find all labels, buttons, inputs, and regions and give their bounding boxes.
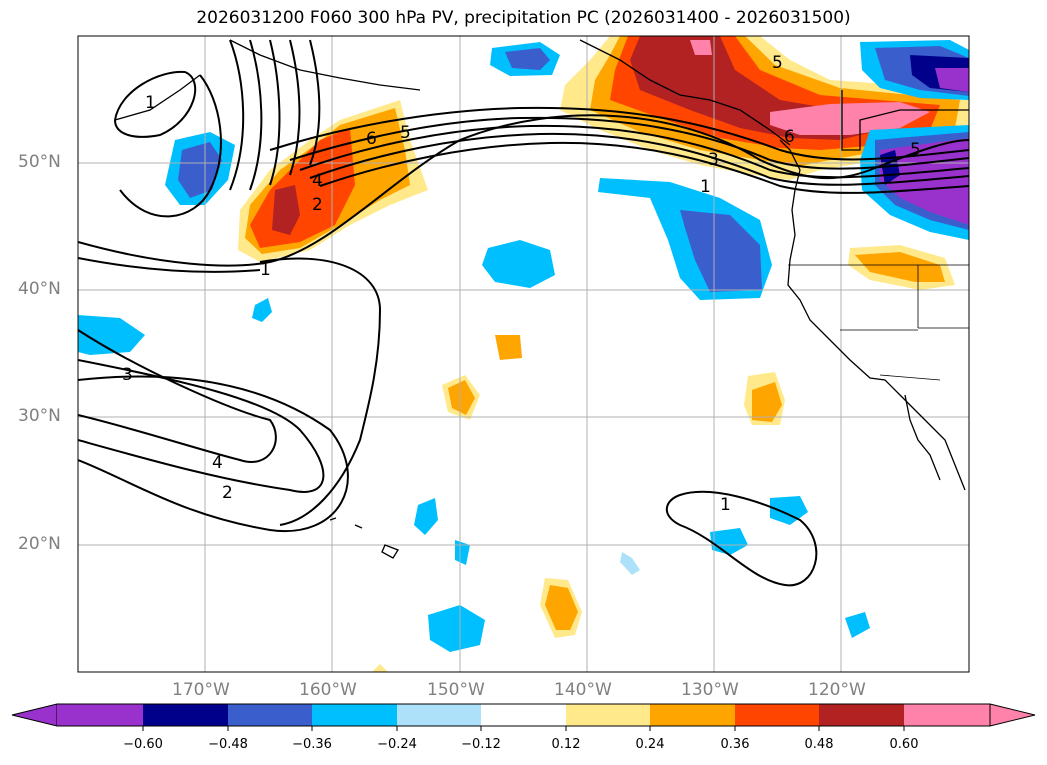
colorbar-tick-label: 0.48	[804, 737, 834, 752]
pv-label-2-jet: 2	[312, 195, 323, 215]
colorbar-extend-low	[11, 703, 58, 727]
lat-label-20n: 20°N	[18, 534, 61, 554]
pv-label-5-jet: 5	[400, 123, 411, 143]
lon-label-140w: 140°W	[554, 680, 612, 700]
colorbar-tick-label: 0.12	[551, 737, 581, 752]
lon-label-170w: 170°W	[172, 680, 230, 700]
map-frame	[77, 35, 970, 673]
pv-contour-labels: 1 1 1 1 2 2 3 3 4 4 5 5 5 6 6	[122, 53, 921, 515]
pv-label-1-east: 1	[700, 177, 711, 197]
pv-label-1-south: 1	[720, 495, 731, 515]
pv-label-2-south: 2	[222, 483, 233, 503]
graticule	[78, 36, 969, 672]
map-title: 2026031200 F060 300 hPa PV, precipitatio…	[196, 8, 851, 28]
pv-label-1-west: 1	[260, 260, 271, 280]
coastlines	[114, 39, 969, 559]
colorbar-tick-label: −0.60	[123, 737, 163, 752]
pv-label-5-north: 5	[772, 53, 783, 73]
precip-shading	[78, 36, 969, 672]
pv-label-4-jet: 4	[312, 171, 323, 191]
pv-label-4-south: 4	[212, 453, 223, 473]
colorbar	[11, 703, 1036, 731]
colorbar-tick-label: 0.24	[635, 737, 665, 752]
borders	[788, 264, 969, 381]
pv-label-5-east: 5	[910, 140, 921, 160]
pv-label-6-jet: 6	[366, 129, 377, 149]
lat-label-30n: 30°N	[18, 406, 61, 426]
pv-label-3-west: 3	[122, 365, 133, 385]
lon-label-130w: 130°W	[681, 680, 739, 700]
pv-label-6-east: 6	[784, 127, 795, 147]
colorbar-tick-label: 0.36	[720, 737, 750, 752]
colorbar-tick-label: 0.60	[889, 737, 919, 752]
colorbar-tick-label: −0.48	[208, 737, 248, 752]
colorbar-tick-label: −0.24	[377, 737, 417, 752]
lon-label-150w: 150°W	[427, 680, 485, 700]
lat-label-40n: 40°N	[18, 279, 61, 299]
colorbar-tick-label: −0.12	[461, 737, 501, 752]
lon-label-120w: 120°W	[808, 680, 866, 700]
pv-contours	[78, 39, 969, 587]
pv-label-1-north: 1	[145, 93, 156, 113]
lat-label-50n: 50°N	[18, 152, 61, 172]
colorbar-extend-high	[989, 703, 1036, 727]
colorbar-tick-label: −0.36	[292, 737, 332, 752]
lon-label-160w: 160°W	[299, 680, 357, 700]
pv-label-3-east: 3	[708, 150, 719, 170]
